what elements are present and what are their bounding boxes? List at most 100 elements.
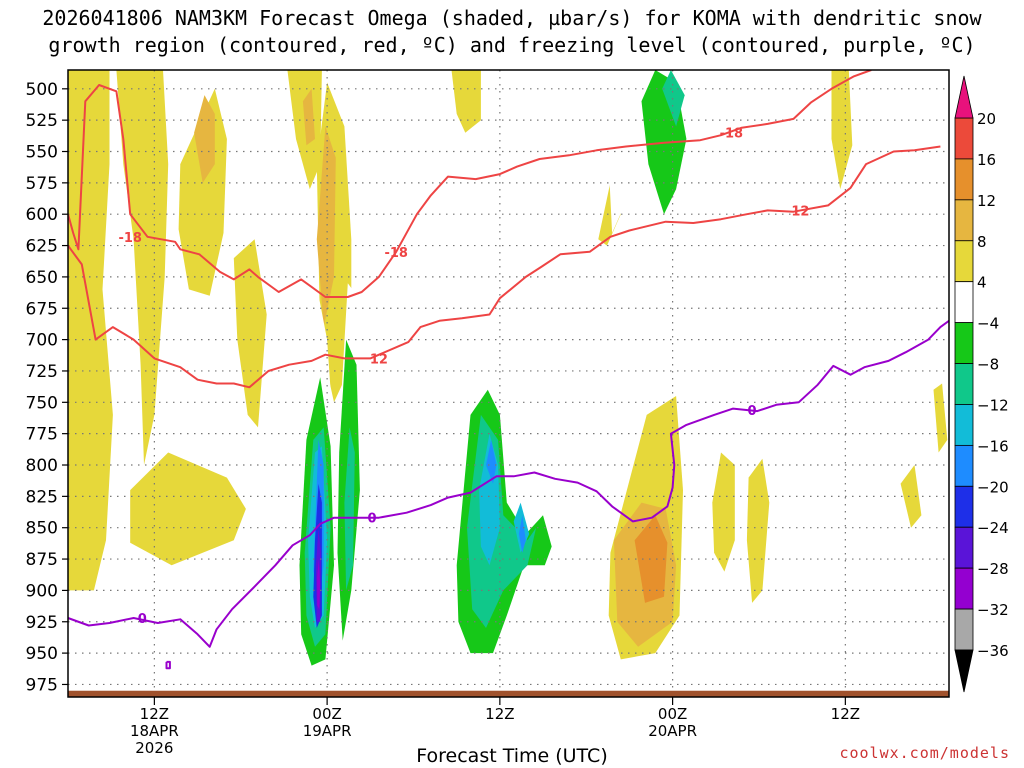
colorbar-band-9 bbox=[954, 485, 974, 528]
colorbar-label-11: −28 bbox=[977, 560, 1009, 578]
contour-1 bbox=[68, 145, 941, 389]
contour-label-3: 12 bbox=[370, 352, 388, 367]
contour-label-0: -18 bbox=[118, 231, 142, 246]
y-tick-label-650: 650 bbox=[26, 268, 58, 288]
colorbar-band-10 bbox=[954, 526, 974, 569]
colorbar-label-5: −4 bbox=[977, 315, 999, 333]
contour-label-5: 0 bbox=[138, 612, 147, 627]
colorbar-label-1: 16 bbox=[977, 151, 996, 169]
x-axis-title: Forecast Time (UTC) bbox=[416, 745, 608, 767]
y-tick-label-700: 700 bbox=[26, 331, 58, 351]
plot-frame bbox=[67, 69, 950, 698]
omega-region-11-4 bbox=[746, 458, 770, 603]
y-tick-label-675: 675 bbox=[26, 299, 58, 319]
y-tick-label-550: 550 bbox=[26, 143, 58, 163]
y-tick-label-725: 725 bbox=[26, 362, 58, 382]
colorbar-label-10: −24 bbox=[977, 519, 1009, 537]
y-tick-label-625: 625 bbox=[26, 237, 58, 257]
colorbar-label-7: −12 bbox=[977, 396, 1009, 414]
colorbar-over-triangle bbox=[954, 75, 974, 119]
omega-region-24--4 bbox=[695, 70, 773, 259]
x-tick-label-3-1: 20APR bbox=[648, 722, 697, 740]
chart-title-line-1: 2026041806 NAM3KM Forecast Omega (shaded… bbox=[42, 6, 982, 30]
colorbar-under-triangle bbox=[954, 649, 974, 693]
y-tick-label-825: 825 bbox=[26, 487, 58, 507]
y-tick-label-975: 975 bbox=[26, 675, 58, 695]
omega-region-3-4 bbox=[178, 88, 227, 296]
contour-3 bbox=[165, 660, 171, 670]
omega-region-26--4 bbox=[822, 327, 842, 465]
omega-region-4-4 bbox=[233, 239, 267, 428]
site-credit: coolwx.com/models bbox=[839, 744, 1010, 762]
y-tick-label-875: 875 bbox=[26, 550, 58, 570]
colorbar-band-2 bbox=[954, 199, 974, 242]
omega-region-16-8 bbox=[302, 88, 315, 146]
y-tick-label-775: 775 bbox=[26, 425, 58, 445]
x-tick-label-1-1: 19APR bbox=[303, 722, 352, 740]
colorbar-band-3 bbox=[954, 240, 974, 283]
y-tick-label-850: 850 bbox=[26, 519, 58, 539]
omega-region-2-4 bbox=[130, 452, 246, 566]
contour-label-1: -18 bbox=[384, 246, 408, 261]
omega-region-32--12 bbox=[344, 427, 355, 591]
contour-label-4: 12 bbox=[791, 204, 809, 219]
omega-region-1-4 bbox=[116, 70, 169, 465]
y-tick-label-800: 800 bbox=[26, 456, 58, 476]
contour-label-6: 0 bbox=[368, 512, 377, 527]
contour-0 bbox=[68, 70, 872, 298]
y-tick-label-925: 925 bbox=[26, 613, 58, 633]
y-tick-label-525: 525 bbox=[26, 111, 58, 131]
omega-region-5-4 bbox=[287, 70, 322, 190]
x-tick-label-0-0: 12Z bbox=[140, 705, 169, 723]
colorbar-band-11 bbox=[954, 567, 974, 610]
omega-region-40--20 bbox=[518, 515, 526, 553]
omega-region-7-4 bbox=[451, 70, 481, 133]
x-tick-label-2-0: 12Z bbox=[485, 705, 514, 723]
y-tick-label-900: 900 bbox=[26, 581, 58, 601]
colorbar-label-3: 8 bbox=[977, 233, 987, 251]
contour-label-2: -18 bbox=[720, 127, 744, 142]
y-tick-label-575: 575 bbox=[26, 174, 58, 194]
omega-region-19-12 bbox=[634, 515, 668, 603]
omega-region-14-4 bbox=[933, 383, 948, 453]
colorbar-band-8 bbox=[954, 444, 974, 487]
colorbar-band-6 bbox=[954, 363, 974, 405]
colorbar-label-6: −8 bbox=[977, 356, 999, 374]
omega-region-25--4 bbox=[772, 176, 794, 265]
omega-region-10-4 bbox=[712, 452, 735, 572]
colorbar-band-1 bbox=[954, 158, 974, 201]
y-tick-label-950: 950 bbox=[26, 644, 58, 664]
colorbar-label-9: −20 bbox=[977, 478, 1009, 496]
terrain-surface bbox=[68, 690, 949, 697]
colorbar-label-4: 4 bbox=[977, 274, 987, 292]
colorbar-band-0 bbox=[954, 117, 974, 160]
colorbar-label-2: 12 bbox=[977, 192, 996, 210]
colorbar-band-5 bbox=[954, 322, 974, 364]
omega-region-17-8 bbox=[316, 126, 336, 328]
omega-region-22--4 bbox=[579, 245, 594, 296]
colorbar-band-12 bbox=[954, 608, 974, 651]
x-tick-label-0-2: 2026 bbox=[135, 739, 173, 757]
omega-region-0-4 bbox=[68, 70, 113, 591]
colorbar-label-0: 20 bbox=[977, 110, 996, 128]
colorbar-band-4 bbox=[954, 281, 974, 324]
chart-title-line-2: growth region (contoured, red, ºC) and f… bbox=[48, 33, 976, 57]
x-tick-label-4-0: 12Z bbox=[831, 705, 860, 723]
contour-label-7: 0 bbox=[748, 404, 757, 419]
colorbar-band-7 bbox=[954, 404, 974, 446]
omega-region-15-8 bbox=[194, 95, 215, 183]
y-tick-label-750: 750 bbox=[26, 393, 58, 413]
x-tick-label-1-0: 00Z bbox=[312, 705, 341, 723]
y-tick-label-600: 600 bbox=[26, 205, 58, 225]
contour-2 bbox=[68, 319, 949, 648]
x-tick-label-3-0: 00Z bbox=[658, 705, 687, 723]
omega-region-39--20 bbox=[486, 439, 497, 484]
y-tick-label-500: 500 bbox=[26, 80, 58, 100]
colorbar-label-8: −16 bbox=[977, 437, 1009, 455]
x-tick-label-0-1: 18APR bbox=[130, 722, 179, 740]
omega-region-34--12 bbox=[662, 70, 685, 127]
colorbar-label-13: −36 bbox=[977, 642, 1009, 660]
omega-region-43--32 bbox=[317, 559, 321, 610]
omega-region-12-4 bbox=[831, 70, 853, 190]
